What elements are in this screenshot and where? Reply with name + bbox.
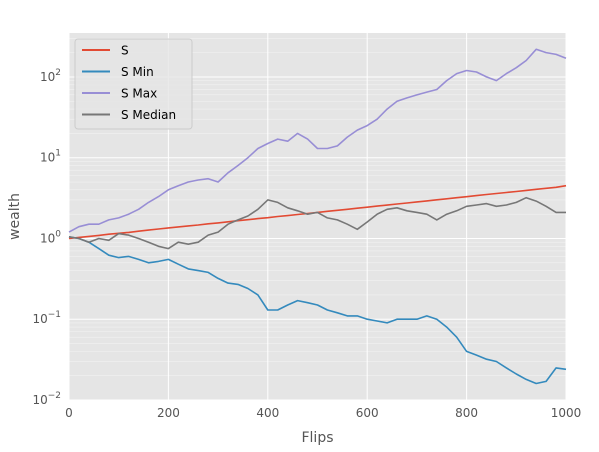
y-tick-label: 100 xyxy=(40,229,61,245)
y-tick-exponent: −1 xyxy=(48,310,61,320)
x-tick-label: 0 xyxy=(65,406,73,420)
x-axis-label: Flips xyxy=(301,430,333,446)
legend-entry: S xyxy=(121,44,129,58)
y-tick-exponent: 1 xyxy=(55,149,61,159)
x-tick-label: 800 xyxy=(455,406,478,420)
y-tick-base: 10 xyxy=(40,70,55,84)
y-tick-base: 10 xyxy=(40,231,55,245)
y-tick-label: 10−1 xyxy=(32,310,61,326)
y-tick-label: 102 xyxy=(40,68,61,84)
y-tick-base: 10 xyxy=(32,312,47,326)
legend: S S Min S Max S Median xyxy=(74,38,193,130)
series-line-s-max xyxy=(68,48,567,233)
y-tick-label: 101 xyxy=(40,149,61,165)
y-tick-exponent: 2 xyxy=(55,68,61,78)
y-tick-base: 10 xyxy=(32,393,47,407)
x-tick-label: 1000 xyxy=(551,406,582,420)
legend-box xyxy=(74,38,193,130)
legend-entry: S Median xyxy=(121,108,176,122)
y-tick-base: 10 xyxy=(40,151,55,165)
y-tick-exponent: −2 xyxy=(48,391,61,401)
y-tick-label: 10−2 xyxy=(32,391,61,407)
series-line-s-median xyxy=(68,196,566,250)
x-tick-label: 600 xyxy=(356,406,379,420)
x-tick-label: 200 xyxy=(157,406,180,420)
series-lines xyxy=(68,48,567,385)
y-tick-exponent: 0 xyxy=(55,229,61,239)
grid-lines xyxy=(68,33,567,401)
x-tick-label: 400 xyxy=(256,406,279,420)
series-line-s-min xyxy=(68,236,567,385)
legend-entry: S Max xyxy=(121,87,157,101)
legend-entry: S Min xyxy=(121,65,154,79)
y-axis-label: wealth xyxy=(7,193,23,240)
